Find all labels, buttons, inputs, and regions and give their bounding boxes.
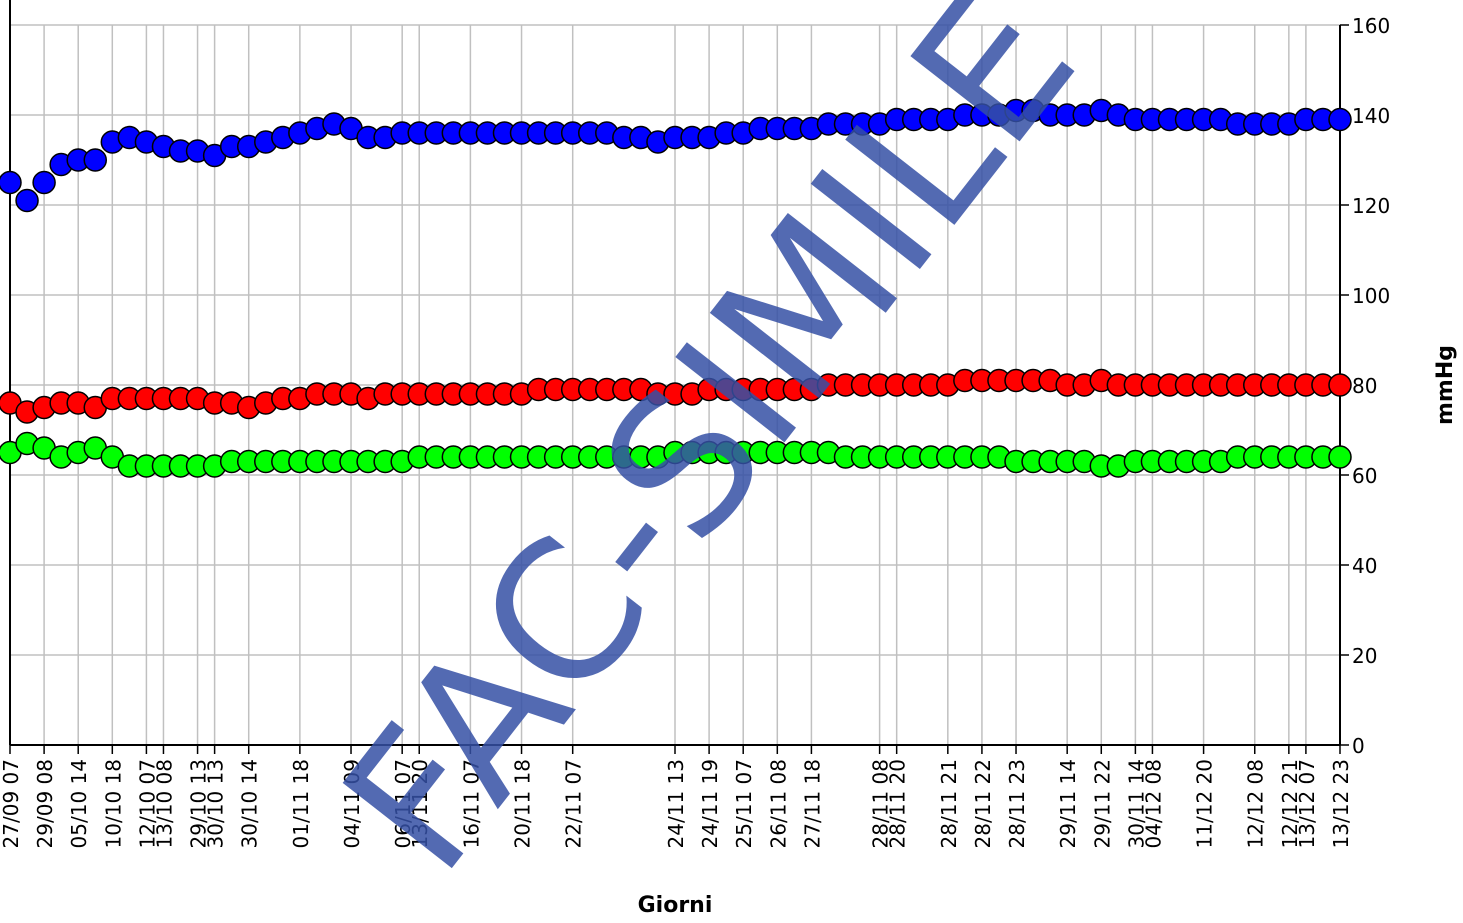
y-tick-label: 0 (1352, 734, 1365, 758)
x-tick-label: 25/11 07 (732, 759, 756, 848)
point (1328, 373, 1352, 397)
y-tick-label: 40 (1352, 554, 1377, 578)
x-tick-label: 29/11 14 (1056, 759, 1080, 848)
x-tick-label: 28/11 23 (1005, 759, 1029, 848)
y-axis-label: mmHg (1433, 345, 1458, 425)
x-tick-label: 27/09 07 (0, 759, 23, 848)
x-tick-label: 10/10 18 (101, 759, 125, 848)
x-tick-label: 28/11 20 (886, 759, 910, 848)
x-tick-label: 12/12 21 (1278, 759, 1302, 848)
point (83, 148, 108, 172)
x-tick-label: 13/11 20 (408, 759, 432, 848)
x-tick-label: 29/11 22 (1090, 759, 1114, 848)
point (1328, 445, 1352, 469)
y-tick-label: 60 (1352, 464, 1377, 488)
y-tick-label: 80 (1352, 374, 1377, 398)
x-tick-label: 26/11 08 (766, 759, 790, 848)
x-tick-label: 04/11 09 (340, 759, 364, 848)
x-tick-label: 12/12 08 (1244, 759, 1268, 848)
x-tick-label: 13/12 07 (1295, 759, 1319, 848)
x-tick-label: 13/12 23 (1329, 759, 1353, 848)
x-tick-label: 29/09 08 (33, 759, 57, 848)
x-tick-label: 11/12 20 (1193, 759, 1217, 848)
x-tick-label: 30/10 14 (238, 759, 262, 848)
point (32, 170, 56, 195)
x-axis-label: Giorni (638, 893, 713, 918)
y-tick-label: 120 (1352, 194, 1390, 218)
x-tick-label: 01/11 18 (289, 759, 313, 848)
point (1328, 107, 1352, 132)
x-tick-label: 12/10 07 (135, 759, 159, 848)
x-tick-label: 16/11 07 (459, 759, 483, 848)
point (0, 170, 22, 195)
y-tick-label: 160 (1352, 14, 1390, 38)
x-tick-label: 13/10 08 (152, 759, 176, 848)
x-tick-label: 27/11 18 (800, 759, 824, 848)
point (15, 188, 39, 213)
y-tick-label: 140 (1352, 104, 1390, 128)
x-tick-label: 22/11 07 (562, 759, 586, 848)
x-tick-label: 28/11 21 (937, 759, 961, 848)
y-tick-label: 100 (1352, 284, 1390, 308)
x-tick-label: 29/10 13 (187, 759, 211, 848)
x-tick-label: 06/11 07 (391, 759, 415, 848)
x-tick-label: 30/10 13 (204, 759, 228, 848)
x-tick-label: 24/11 13 (664, 759, 688, 848)
y-tick-label: 20 (1352, 644, 1377, 668)
x-tick-label: 30/11 14 (1124, 759, 1148, 848)
x-tick-label: 28/11 08 (869, 759, 893, 848)
x-tick-label: 05/10 14 (67, 759, 91, 848)
x-tick-label: 04/12 08 (1141, 759, 1165, 848)
x-tick-label: 28/11 22 (971, 759, 995, 848)
x-tick-label: 24/11 19 (698, 759, 722, 848)
x-tick-label: 20/11 18 (511, 759, 535, 848)
